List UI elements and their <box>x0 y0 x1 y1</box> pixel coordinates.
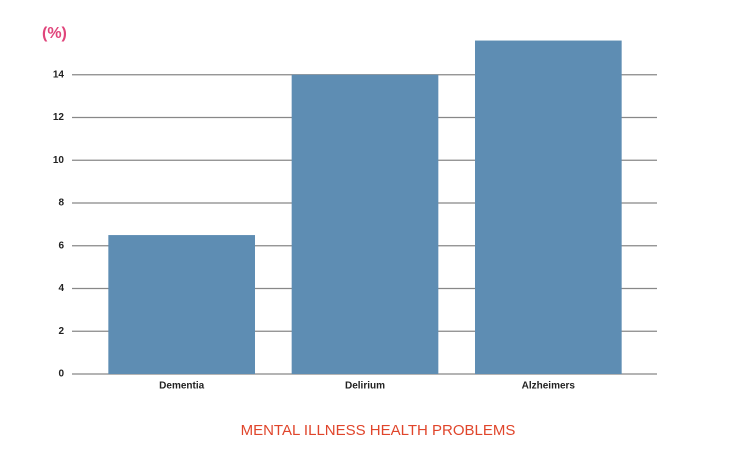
y-tick-label: 4 <box>58 283 64 294</box>
y-tick-label: 2 <box>58 326 64 337</box>
y-tick-label: 12 <box>53 112 65 123</box>
x-tick-label: Dementia <box>159 381 204 392</box>
y-tick-label: 10 <box>53 155 65 166</box>
x-tick-label: Delirium <box>345 381 385 392</box>
y-tick-label: 8 <box>58 198 64 209</box>
bar <box>108 235 255 374</box>
y-tick-label: 14 <box>53 69 65 80</box>
bar <box>475 40 622 375</box>
y-axis-label: (%) <box>42 25 67 42</box>
x-axis-label: MENTAL ILLNESS HEALTH PROBLEMS <box>241 422 516 439</box>
x-tick-label: Alzheimers <box>522 381 576 392</box>
y-tick-label: 6 <box>58 240 64 251</box>
y-tick-label: 0 <box>58 369 64 380</box>
bar <box>291 74 439 374</box>
